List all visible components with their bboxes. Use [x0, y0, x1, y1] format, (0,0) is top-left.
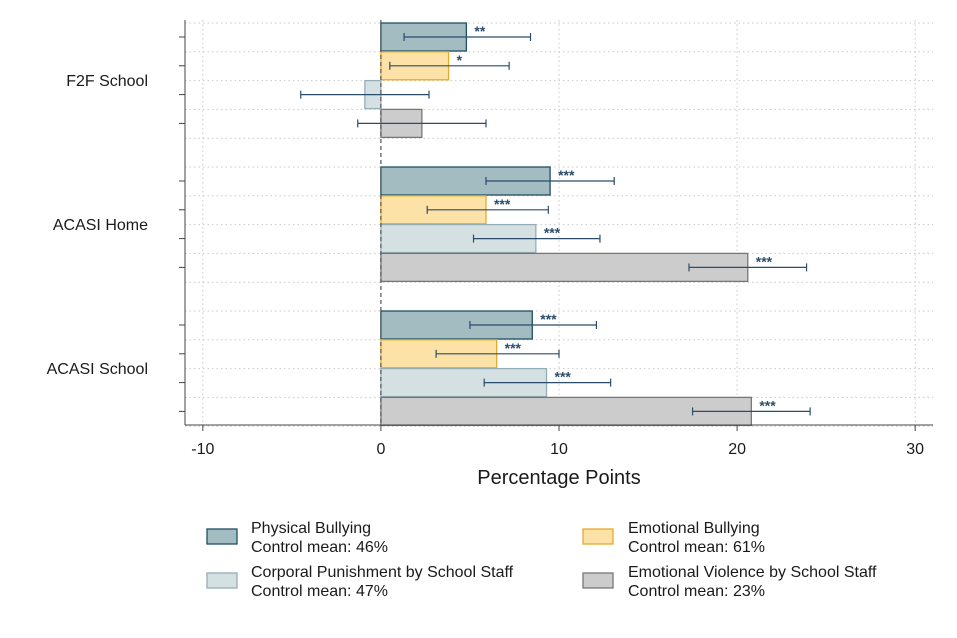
significance-label: *** — [759, 397, 776, 413]
legend-item: Corporal Punishment by School Staff Cont… — [206, 564, 514, 600]
significance-label: *** — [558, 167, 575, 183]
group-label: ACASI Home — [53, 217, 148, 234]
significance-label: *** — [505, 340, 522, 356]
legend-swatch — [206, 572, 238, 589]
x-tick-label: -10 — [191, 441, 214, 458]
legend-series-name: Corporal Punishment by School Staff — [251, 564, 514, 581]
significance-labels: *************************** — [457, 23, 777, 413]
legend-item: Emotional Bullying Control mean: 61% — [582, 520, 765, 556]
legend: Physical Bullying Control mean: 46% Emot… — [206, 520, 877, 600]
x-tick-label: 0 — [376, 441, 385, 458]
x-tick-label: 10 — [550, 441, 568, 458]
legend-item: Emotional Violence by School Staff Contr… — [582, 564, 877, 600]
x-axis-title: Percentage Points — [477, 467, 640, 489]
group-labels: F2F School ACASI Home ACASI School — [47, 73, 148, 378]
axes: -10 0 10 20 30 — [179, 20, 933, 458]
legend-control-mean: Control mean: 61% — [628, 539, 765, 556]
legend-control-mean: Control mean: 46% — [251, 539, 388, 556]
legend-swatch — [582, 528, 614, 545]
legend-swatch — [582, 572, 614, 589]
significance-label: *** — [544, 225, 561, 241]
significance-label: *** — [756, 253, 773, 269]
bar — [380, 252, 749, 283]
x-tick-label: 20 — [728, 441, 746, 458]
confidence-intervals — [300, 33, 811, 416]
significance-label: *** — [494, 196, 511, 212]
legend-series-name: Emotional Bullying — [628, 520, 760, 537]
group-label: F2F School — [66, 73, 148, 90]
legend-control-mean: Control mean: 47% — [251, 583, 388, 600]
legend-series-name: Physical Bullying — [251, 520, 371, 537]
significance-label: * — [457, 52, 463, 68]
legend-item: Physical Bullying Control mean: 46% — [206, 520, 388, 556]
significance-label: *** — [540, 311, 557, 327]
significance-label: *** — [555, 369, 572, 385]
legend-control-mean: Control mean: 23% — [628, 583, 765, 600]
legend-series-name: Emotional Violence by School Staff — [628, 564, 877, 581]
group-label: ACASI School — [47, 361, 148, 378]
x-tick-label: 30 — [906, 441, 924, 458]
legend-swatch — [206, 528, 238, 545]
gridlines — [185, 20, 933, 427]
significance-label: ** — [474, 23, 485, 39]
